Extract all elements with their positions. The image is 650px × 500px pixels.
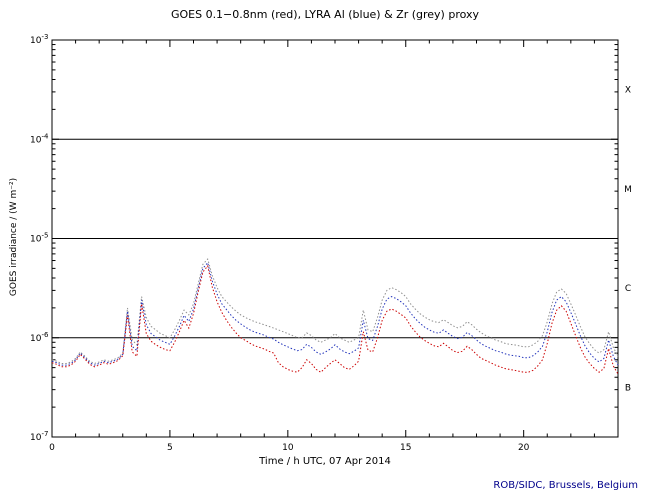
series-goes-0-1-0-8nm: [51, 264, 619, 375]
svg-text:10-5: 10-5: [30, 232, 48, 245]
credit-text: ROB/SIDC, Brussels, Belgium: [493, 480, 638, 491]
axis-tick-labels: 10-3 10-4 10-5 10-6 10-70 5 10 15 20: [30, 33, 530, 453]
svg-text:B: B: [625, 383, 631, 393]
svg-text:20: 20: [518, 443, 530, 453]
svg-text:10: 10: [282, 443, 294, 453]
svg-text:10-7: 10-7: [30, 430, 48, 443]
svg-text:5: 5: [167, 443, 173, 453]
svg-text:10-4: 10-4: [30, 132, 49, 145]
series-lyra-al-proxy: [51, 261, 619, 366]
x-axis-label: Time / h UTC, 07 Apr 2014: [259, 456, 391, 467]
svg-text:0: 0: [49, 443, 55, 453]
chart-title: GOES 0.1−0.8nm (red), LYRA Al (blue) & Z…: [170, 8, 480, 21]
series-lyra-zr-proxy: [51, 258, 619, 365]
svg-text:15: 15: [400, 443, 411, 453]
svg-text:10-6: 10-6: [30, 331, 49, 344]
axis-ticks: [51, 39, 619, 438]
svg-text:C: C: [625, 284, 631, 294]
gridlines: [52, 138, 618, 339]
flare-class-labels: X M C B: [624, 86, 632, 394]
svg-text:M: M: [624, 185, 632, 195]
svg-text:10-3: 10-3: [30, 33, 48, 46]
svg-text:X: X: [625, 86, 631, 96]
y-axis-label: GOES irradiance / (W m⁻²): [9, 177, 19, 297]
